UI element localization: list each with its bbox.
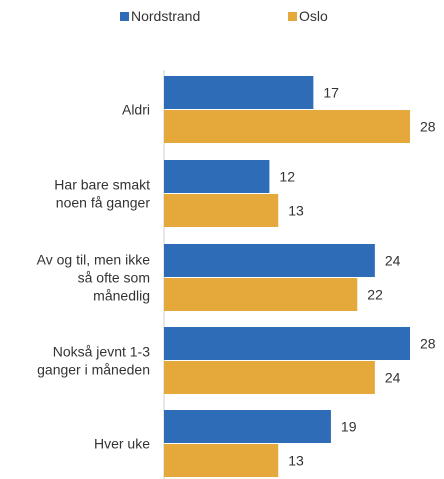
category-label-line: noen få ganger bbox=[56, 195, 151, 211]
category-label-3: Nokså jevnt 1-3 ganger i måneden bbox=[37, 344, 150, 378]
category-label-line: ganger i måneden bbox=[37, 362, 150, 378]
bar-oslo-3 bbox=[164, 361, 375, 394]
bar-nordstrand-2 bbox=[164, 244, 375, 277]
bar-nordstrand-1 bbox=[164, 160, 270, 193]
value-label-oslo-3: 24 bbox=[385, 370, 401, 386]
value-label-nordstrand-4: 19 bbox=[341, 419, 357, 435]
value-label-oslo-1: 13 bbox=[288, 203, 304, 219]
value-label-oslo-0: 28 bbox=[420, 119, 436, 135]
value-label-oslo-4: 13 bbox=[288, 453, 304, 469]
legend-label-nordstrand: Nordstrand bbox=[131, 8, 201, 24]
legend-swatch-nordstrand bbox=[120, 11, 129, 21]
bar-nordstrand-0 bbox=[164, 76, 314, 109]
bar-oslo-2 bbox=[164, 278, 358, 311]
value-label-nordstrand-3: 28 bbox=[420, 336, 436, 352]
category-label-1: Har bare smakt noen få ganger bbox=[54, 177, 150, 211]
bar-nordstrand-3 bbox=[164, 327, 410, 360]
bar-nordstrand-4 bbox=[164, 410, 331, 443]
value-label-nordstrand-0: 17 bbox=[323, 85, 339, 101]
legend-item-nordstrand: Nordstrand bbox=[120, 8, 200, 24]
value-label-nordstrand-2: 24 bbox=[385, 253, 401, 269]
category-label-line: Av og til, men ikke bbox=[37, 252, 151, 268]
category-label-line: Har bare smakt bbox=[54, 177, 150, 193]
bar-oslo-0 bbox=[164, 110, 410, 143]
bar-oslo-1 bbox=[164, 194, 279, 227]
category-label-4: Hver uke bbox=[94, 436, 150, 452]
legend-item-oslo: Oslo bbox=[288, 8, 328, 24]
legend-label-oslo: Oslo bbox=[299, 8, 328, 24]
bar-oslo-4 bbox=[164, 444, 279, 477]
category-label-line: så ofte som bbox=[78, 270, 150, 286]
category-label-2: Av og til, men ikke så ofte som månedlig bbox=[37, 252, 151, 304]
legend-swatch-oslo bbox=[288, 11, 297, 21]
category-label-0: Aldri bbox=[122, 102, 150, 118]
legend: Nordstrand Oslo bbox=[0, 8, 444, 28]
category-label-line: Aldri bbox=[122, 102, 150, 118]
value-label-nordstrand-1: 12 bbox=[279, 169, 295, 185]
category-label-line: månedlig bbox=[93, 288, 150, 304]
category-label-line: Nokså jevnt 1-3 bbox=[53, 344, 150, 360]
value-label-oslo-2: 22 bbox=[367, 287, 383, 303]
category-label-line: Hver uke bbox=[94, 436, 150, 452]
